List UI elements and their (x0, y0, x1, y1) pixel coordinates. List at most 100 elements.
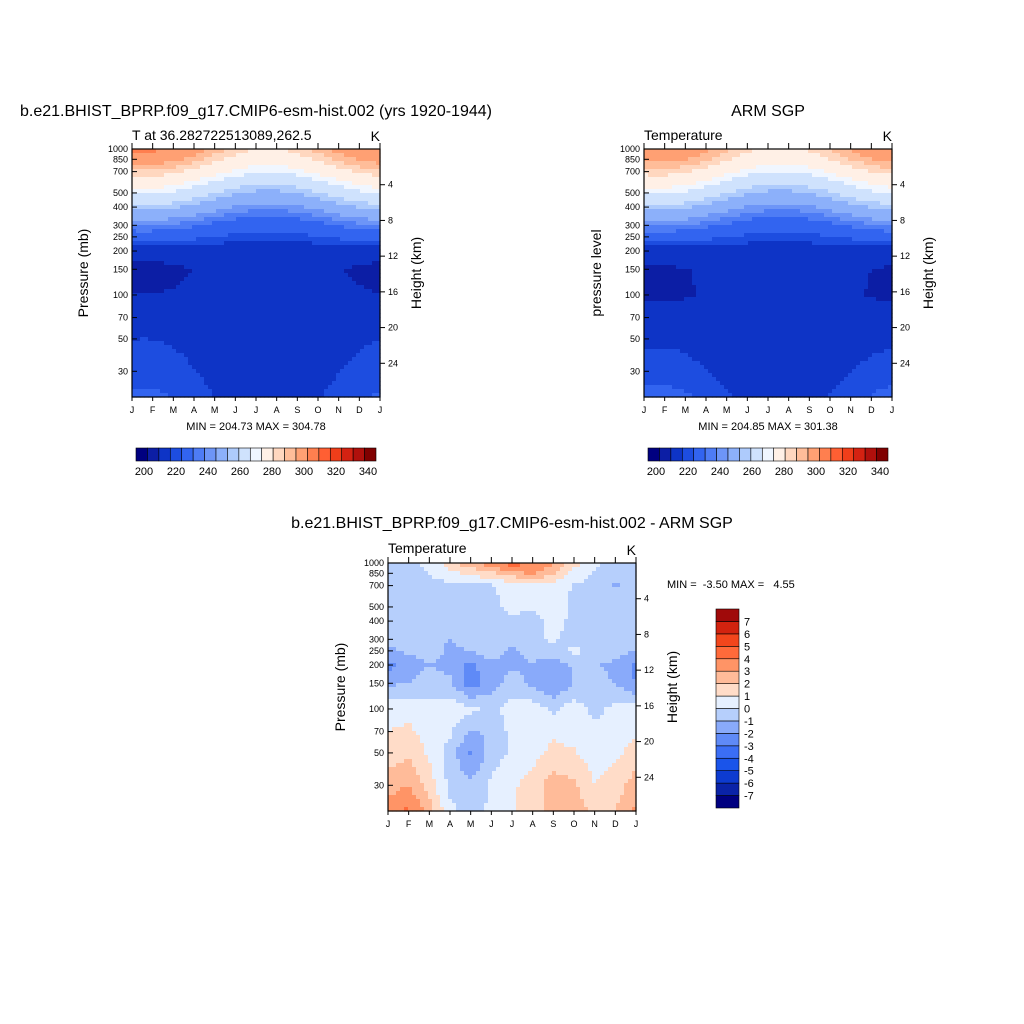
contour-cell (376, 313, 381, 318)
contour-cell (232, 341, 237, 346)
y-tick-label: 300 (113, 220, 128, 230)
contour-cell (268, 173, 273, 178)
contour-cell (788, 205, 793, 210)
contour-cell (324, 293, 329, 298)
contour-cell (880, 197, 885, 202)
contour-cell (260, 157, 265, 162)
contour-cell (704, 185, 709, 190)
colorbar-swatch (364, 447, 377, 462)
contour-cell (340, 265, 345, 270)
contour-cell (204, 345, 209, 350)
contour-cell (860, 157, 865, 162)
contour-cell (284, 245, 289, 250)
contour-cell (804, 197, 809, 202)
contour-cell (772, 173, 777, 178)
contour-cell (212, 153, 217, 158)
contour-cell (164, 361, 169, 366)
contour-cell (288, 277, 293, 282)
contour-cell (180, 161, 185, 166)
contour-cell (196, 173, 201, 178)
contour-cell (692, 177, 697, 182)
contour-cell (180, 373, 185, 378)
contour-cell (684, 153, 689, 158)
contour-cell (252, 201, 257, 206)
contour-cell (336, 233, 341, 238)
contour-cell (296, 173, 301, 178)
contour-cell (276, 285, 281, 290)
contour-cell (264, 393, 269, 398)
contour-cell (140, 161, 145, 166)
contour-cell (284, 361, 289, 366)
contour-cell (296, 353, 301, 358)
contour-cell (368, 233, 373, 238)
contour-cell (344, 157, 349, 162)
contour-cell (256, 337, 261, 342)
contour-cell (248, 213, 253, 218)
contour-cell (232, 305, 237, 310)
contour-cell (172, 241, 177, 246)
contour-cell (244, 253, 249, 258)
contour-cell (288, 385, 293, 390)
contour-cell (140, 237, 145, 242)
contour-cell (140, 201, 145, 206)
contour-cell (140, 281, 145, 286)
contour-cell (372, 285, 377, 290)
contour-cell (176, 349, 181, 354)
contour-cell (820, 161, 825, 166)
contour-cell (192, 325, 197, 330)
contour-cell (268, 309, 273, 314)
contour-cell (320, 313, 325, 318)
height-tick-label: 16 (388, 287, 398, 297)
contour-cell (360, 365, 365, 370)
contour-cell (292, 225, 297, 230)
contour-cell (172, 333, 177, 338)
contour-cell (336, 177, 341, 182)
contour-cell (264, 177, 269, 182)
contour-cell (328, 229, 333, 234)
contour-cell (736, 153, 741, 158)
contour-cell (880, 149, 885, 154)
contour-cell (188, 165, 193, 170)
contour-cell (276, 345, 281, 350)
contour-cell (800, 157, 805, 162)
contour-cell (328, 289, 333, 294)
contour-cell (716, 201, 721, 206)
contour-cell (828, 165, 833, 170)
contour-cell (148, 385, 153, 390)
contour-cell (188, 237, 193, 242)
contour-cell (248, 161, 253, 166)
contour-cell (844, 173, 849, 178)
contour-cell (236, 245, 241, 250)
contour-cell (216, 201, 221, 206)
panel2-title: ARM SGP (731, 103, 805, 120)
contour-cell (140, 365, 145, 370)
contour-cell (796, 177, 801, 182)
contour-cell (196, 321, 201, 326)
contour-cell (300, 245, 305, 250)
contour-cell (752, 185, 757, 190)
contour-cell (280, 289, 285, 294)
contour-cell (240, 369, 245, 374)
contour-cell (704, 177, 709, 182)
contour-cell (284, 277, 289, 282)
contour-cell (212, 257, 217, 262)
contour-cell (252, 153, 257, 158)
contour-cell (160, 197, 165, 202)
contour-cell (304, 373, 309, 378)
contour-cell (180, 385, 185, 390)
contour-cell (340, 253, 345, 258)
contour-cell (316, 173, 321, 178)
contour-cell (196, 245, 201, 250)
contour-cell (184, 225, 189, 230)
contour-cell (244, 173, 249, 178)
contour-cell (840, 185, 845, 190)
contour-cell (148, 241, 153, 246)
contour-cell (196, 237, 201, 242)
contour-cell (352, 153, 357, 158)
contour-cell (232, 237, 237, 242)
contour-cell (300, 373, 305, 378)
contour-cell (180, 253, 185, 258)
contour-cell (336, 349, 341, 354)
contour-cell (244, 281, 249, 286)
contour-cell (332, 173, 337, 178)
